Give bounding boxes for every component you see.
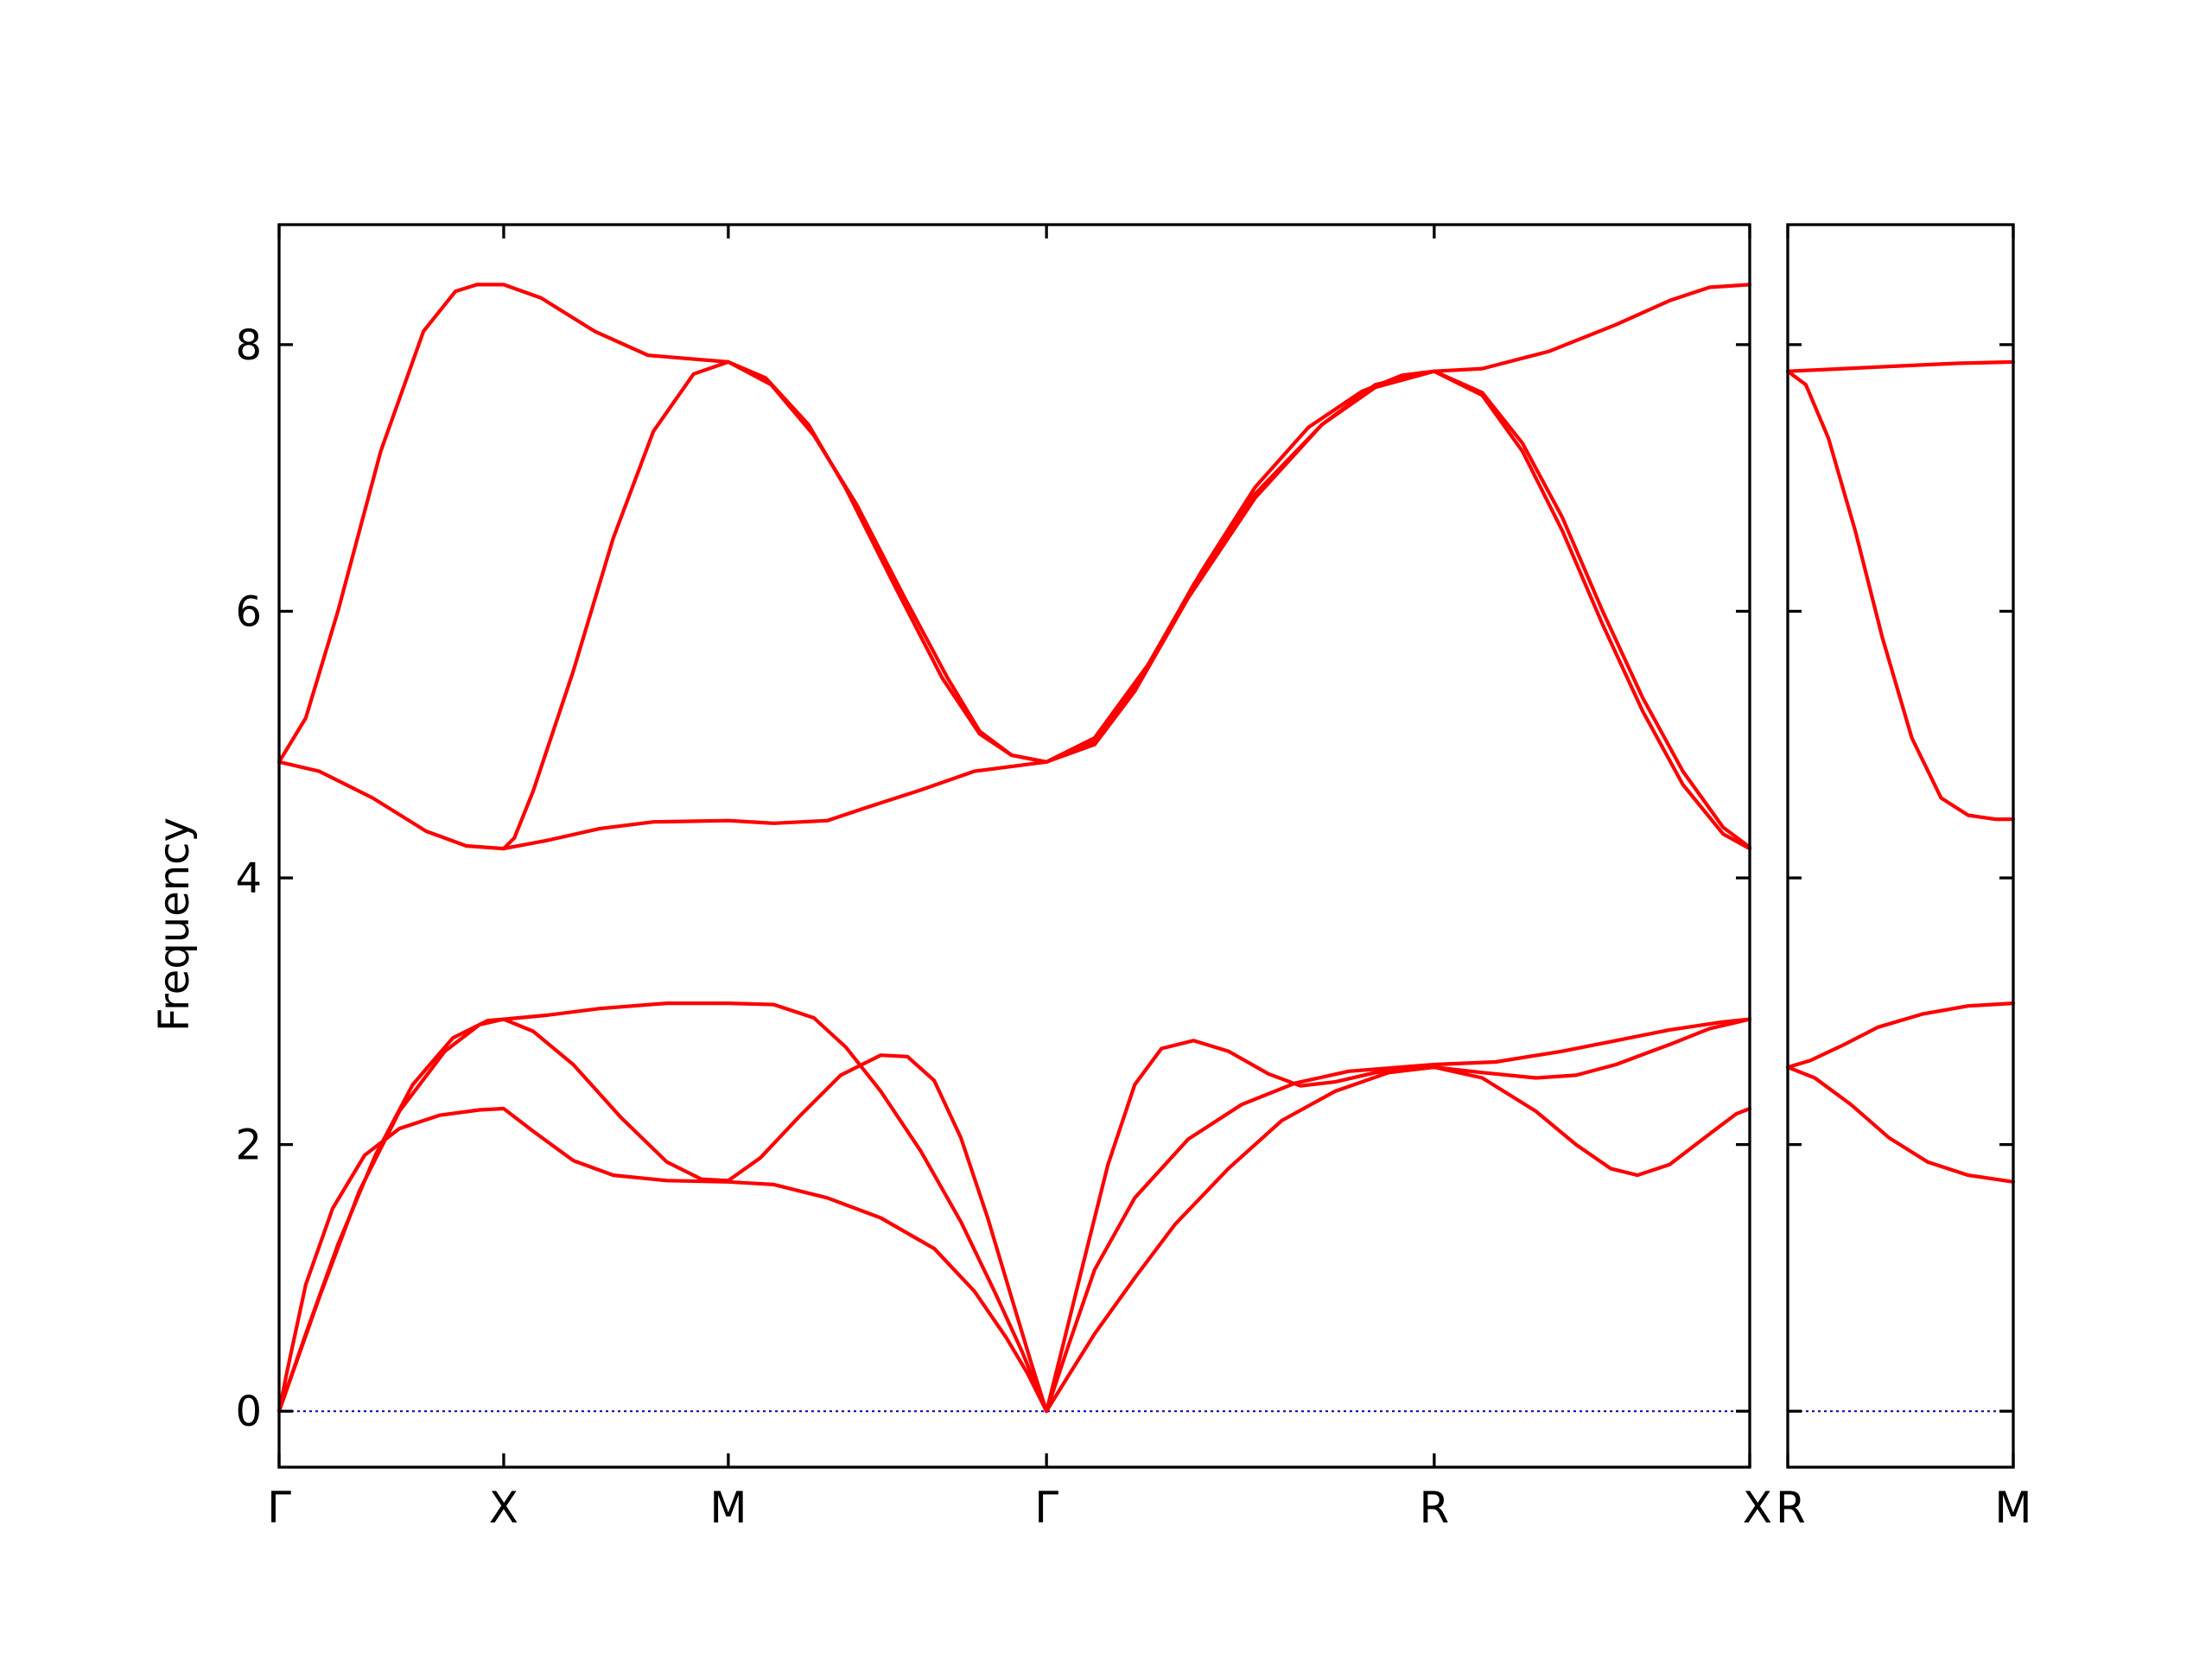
x-tick-label: R (1419, 1483, 1449, 1533)
panel-1: 0 2 4 6 8 Γ X M Γ R X (235, 223, 1772, 1533)
y-tick-label: 0 (235, 1388, 262, 1436)
y-tick-label: 6 (235, 588, 262, 636)
y-tick-label: 8 (235, 321, 262, 370)
band-line-3 (1785, 1001, 2016, 1070)
band-line-4 (276, 1065, 1752, 1414)
band-line-2 (1785, 369, 2016, 822)
band-line-4 (1785, 1065, 2016, 1184)
plot-frame (277, 223, 1751, 1469)
x-tick-label: Γ (1034, 1483, 1058, 1533)
band-line-5 (276, 1017, 1752, 1414)
plot-frame (1786, 223, 2015, 1469)
band-line-2 (276, 369, 1752, 851)
y-tick-label: 2 (235, 1122, 262, 1170)
x-tick-label: X (489, 1483, 518, 1533)
x-tick-label: Γ (267, 1483, 291, 1533)
x-tick-label: R (1776, 1483, 1806, 1533)
x-tick-label: X (1743, 1483, 1772, 1533)
x-tick-label: M (1994, 1483, 2031, 1533)
y-tick-label: 4 (235, 855, 262, 903)
x-tick-label: M (709, 1483, 747, 1533)
y-axis-label: Frequency (150, 817, 199, 1032)
band-line-3 (501, 359, 1752, 851)
band-line-6 (276, 1001, 1752, 1414)
band-line-1 (276, 283, 1752, 764)
band-line-1 (1785, 359, 2016, 373)
